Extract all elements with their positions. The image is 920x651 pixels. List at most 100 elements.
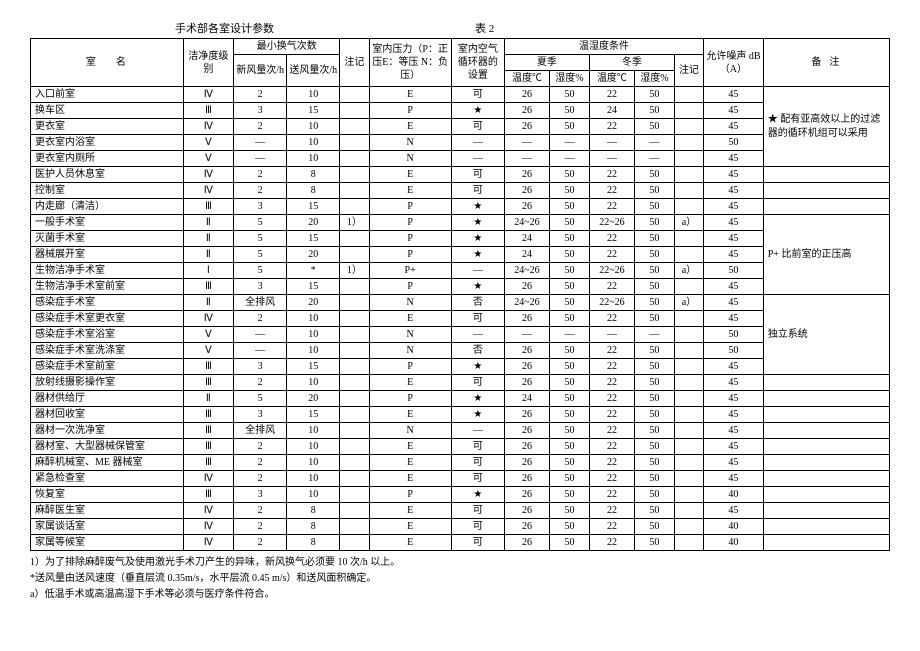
table-cell: 否 <box>451 343 504 359</box>
table-cell: 22 <box>589 279 634 295</box>
table-cell: N <box>369 295 451 311</box>
table-row: 麻醉医生室Ⅳ28E可2650225045 <box>31 503 890 519</box>
footnote-3: a）低温手术或高温高湿下手术等必须与医疗条件符合。 <box>30 587 890 602</box>
table-cell: ★ <box>451 247 504 263</box>
table-number: 表 2 <box>475 20 530 36</box>
table-cell: 3 <box>234 199 287 215</box>
footnote-1: 1）为了排除麻醉废气及使用激光手术刀产生的异味，新风换气必须要 10 次/h 以… <box>30 555 890 570</box>
table-cell: Ⅴ <box>183 343 233 359</box>
table-cell <box>674 455 703 471</box>
col-note2: 注记 <box>674 55 703 87</box>
table-cell: 22 <box>589 439 634 455</box>
design-params-table: 室名 洁净度级别 最小换气次数 注记 室内压力（P：正压E：等压 N：负压） 室… <box>30 38 890 551</box>
table-cell: 22 <box>589 423 634 439</box>
table-cell: 50 <box>550 439 590 455</box>
table-cell: 26 <box>504 199 549 215</box>
table-cell: 50 <box>635 87 675 103</box>
remarks-cell <box>763 471 889 487</box>
table-cell: 50 <box>550 519 590 535</box>
table-cell: Ⅲ <box>183 455 233 471</box>
table-cell: 感染症手术室浴室 <box>31 327 184 343</box>
table-cell: 感染症手术室前室 <box>31 359 184 375</box>
table-cell: 45 <box>704 455 764 471</box>
table-cell: 45 <box>704 407 764 423</box>
remarks-cell <box>763 167 889 183</box>
table-cell: — <box>234 327 287 343</box>
table-cell: 26 <box>504 535 549 551</box>
table-cell: 24~26 <box>504 263 549 279</box>
table-row: 器材回收室Ⅲ315E★2650225045 <box>31 407 890 423</box>
table-row: 控制室Ⅳ28E可2650225045 <box>31 183 890 199</box>
table-cell: 15 <box>287 359 340 375</box>
table-cell: 10 <box>287 471 340 487</box>
table-cell: 5 <box>234 391 287 407</box>
table-cell: Ⅲ <box>183 359 233 375</box>
table-cell: E <box>369 471 451 487</box>
table-cell: 可 <box>451 503 504 519</box>
table-cell: 控制室 <box>31 183 184 199</box>
table-cell <box>340 183 369 199</box>
remarks-cell: P+ 比前室的正压高 <box>763 215 889 295</box>
table-cell: 50 <box>550 471 590 487</box>
table-cell: — <box>589 327 634 343</box>
table-cell: 40 <box>704 535 764 551</box>
table-cell: P <box>369 199 451 215</box>
table-cell: 22~26 <box>589 295 634 311</box>
table-cell: 10 <box>287 455 340 471</box>
table-cell: 26 <box>504 279 549 295</box>
table-cell: 50 <box>550 231 590 247</box>
table-cell: 50 <box>635 119 675 135</box>
table-cell: 2 <box>234 311 287 327</box>
table-row: 感染症手术室洗涤室Ⅴ—10N否2650225050 <box>31 343 890 359</box>
table-cell: 40 <box>704 519 764 535</box>
table-cell: E <box>369 311 451 327</box>
table-cell <box>674 439 703 455</box>
table-cell: — <box>451 327 504 343</box>
table-cell: 24~26 <box>504 215 549 231</box>
table-cell: 26 <box>504 503 549 519</box>
col-summer-humid: 湿度% <box>550 71 590 87</box>
table-cell: 器材一次洗净室 <box>31 423 184 439</box>
col-winter: 冬季 <box>589 55 674 71</box>
table-cell: 一般手术室 <box>31 215 184 231</box>
table-cell: E <box>369 87 451 103</box>
table-cell <box>340 535 369 551</box>
table-cell: — <box>451 423 504 439</box>
table-cell: Ⅳ <box>183 167 233 183</box>
table-cell <box>674 343 703 359</box>
table-cell <box>340 423 369 439</box>
table-cell: 50 <box>635 391 675 407</box>
table-cell: 可 <box>451 455 504 471</box>
table-cell: P <box>369 103 451 119</box>
table-cell <box>674 327 703 343</box>
table-cell: 50 <box>635 407 675 423</box>
table-cell: 15 <box>287 279 340 295</box>
table-cell: ★ <box>451 231 504 247</box>
table-cell <box>674 535 703 551</box>
table-cell: 10 <box>287 487 340 503</box>
table-cell: 2 <box>234 87 287 103</box>
table-cell: 50 <box>550 423 590 439</box>
table-row: 紧急检查室Ⅳ210E可2650225045 <box>31 471 890 487</box>
table-cell: 可 <box>451 167 504 183</box>
table-cell: 器材回收室 <box>31 407 184 423</box>
table-cell: 45 <box>704 103 764 119</box>
table-cell: 26 <box>504 343 549 359</box>
table-cell: 10 <box>287 439 340 455</box>
table-cell: 45 <box>704 247 764 263</box>
table-cell: 26 <box>504 375 549 391</box>
table-cell: 可 <box>451 183 504 199</box>
table-cell: 26 <box>504 119 549 135</box>
table-cell: 26 <box>504 423 549 439</box>
table-cell: Ⅲ <box>183 375 233 391</box>
table-cell <box>674 151 703 167</box>
table-cell: N <box>369 327 451 343</box>
table-cell: 3 <box>234 279 287 295</box>
table-cell: 22 <box>589 503 634 519</box>
table-cell: 50 <box>550 183 590 199</box>
table-cell: 2 <box>234 503 287 519</box>
table-cell <box>674 119 703 135</box>
table-cell: — <box>451 151 504 167</box>
table-cell: 45 <box>704 471 764 487</box>
table-cell: 50 <box>635 471 675 487</box>
